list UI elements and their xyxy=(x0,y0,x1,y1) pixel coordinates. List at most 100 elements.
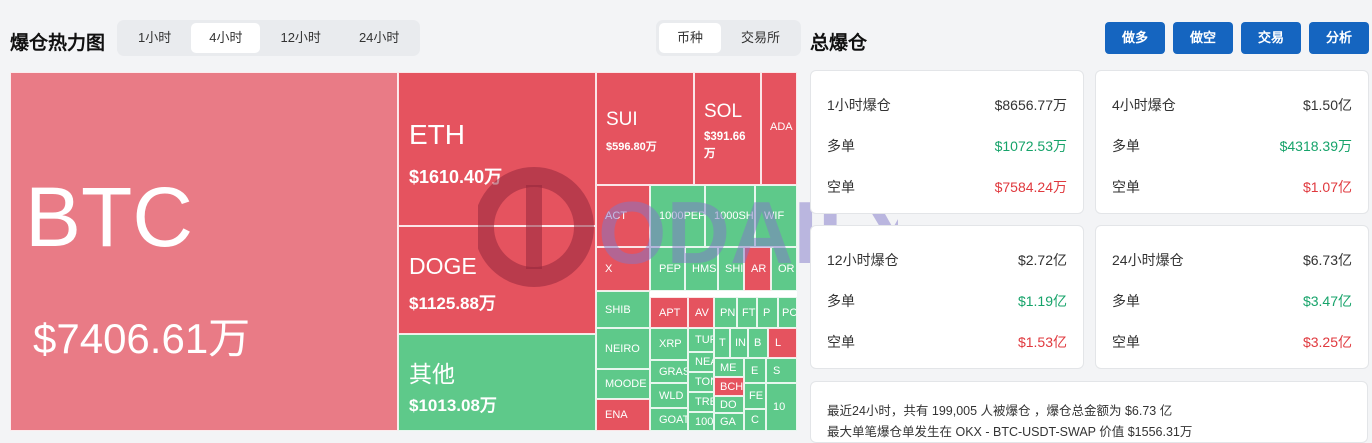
tile-pc[interactable]: PC xyxy=(778,297,797,328)
tile-me[interactable]: ME xyxy=(714,358,744,377)
tile-b[interactable]: B xyxy=(748,328,768,358)
long-value: $3.47亿 xyxy=(1302,293,1352,309)
tile-ft[interactable]: FT xyxy=(737,297,757,328)
tile-name: E xyxy=(751,364,759,377)
card-24h: 24小时爆仓 $6.73亿 多单 $3.47亿 空单 $3.25亿 xyxy=(1095,225,1369,369)
total-liquidation-title: 总爆仓 xyxy=(810,33,868,54)
tile-sui[interactable]: SUI $596.80万 xyxy=(596,72,694,185)
tile-value: $1013.08万 xyxy=(409,396,497,415)
tab-exchange[interactable]: 交易所 xyxy=(741,30,781,45)
tile-100[interactable]: 100 xyxy=(688,412,714,431)
tile-btc[interactable]: BTC $7406.61万 xyxy=(10,72,398,431)
tile-name: 100 xyxy=(695,415,714,428)
tile-name: GOAT xyxy=(659,413,688,426)
tile-fe[interactable]: FE xyxy=(744,383,766,409)
tile-tre[interactable]: TRE xyxy=(688,392,714,412)
tile-av[interactable]: AV xyxy=(688,297,714,328)
tab-1h[interactable]: 1小时 xyxy=(138,30,172,45)
tile-hms[interactable]: HMS xyxy=(685,247,718,291)
tile-name: GA xyxy=(720,416,736,428)
tile-act[interactable]: ACT xyxy=(596,185,650,247)
tile-xrp[interactable]: XRP xyxy=(650,328,688,360)
trade-button[interactable]: 交易 xyxy=(1241,22,1301,54)
tile-nea[interactable]: NEA xyxy=(688,352,714,372)
tile-sol[interactable]: SOL $391.66万 xyxy=(694,72,761,185)
card-total: $6.73亿 xyxy=(1302,252,1352,268)
tile-l[interactable]: L xyxy=(768,328,797,358)
tile-name: GRAS xyxy=(659,365,688,378)
tile-s[interactable]: S xyxy=(766,358,797,383)
tile-wif[interactable]: WIF xyxy=(755,185,797,247)
tile-shi[interactable]: SHI xyxy=(718,247,744,291)
tile-neiro[interactable]: NEIRO xyxy=(596,328,650,369)
tile-name: SHIB xyxy=(605,303,631,316)
tile-value: $1610.40万 xyxy=(409,167,503,187)
tile-in[interactable]: IN xyxy=(730,328,748,358)
tile-name: T xyxy=(719,337,726,349)
tile-name: HMS xyxy=(692,263,717,275)
analysis-button[interactable]: 分析 xyxy=(1309,22,1369,54)
long-label: 多单 xyxy=(1112,293,1140,309)
tile-e[interactable]: E xyxy=(744,358,766,383)
card-1h: 1小时爆仓 $8656.77万 多单 $1072.53万 空单 $7584.24万 xyxy=(810,70,1084,214)
tile-ena[interactable]: ENA xyxy=(596,399,650,431)
tile-shib[interactable]: SHIB xyxy=(596,291,650,328)
tab-12h[interactable]: 12小时 xyxy=(280,30,321,45)
tab-4h[interactable]: 4小时 xyxy=(191,23,261,53)
tile-name: ACT xyxy=(605,210,627,222)
tile-value: $391.66万 xyxy=(704,131,746,160)
tile-wld[interactable]: WLD xyxy=(650,383,688,408)
tile-goat[interactable]: GOAT xyxy=(650,408,688,431)
tile-1000pepe[interactable]: 1000PEPE xyxy=(650,185,705,247)
tile-other[interactable]: 其他 $1013.08万 xyxy=(398,334,596,431)
tile-pep[interactable]: PEP xyxy=(650,247,685,291)
tile-name: APT xyxy=(659,306,681,319)
tile-name: L xyxy=(775,337,782,349)
tile-moode[interactable]: MOODE xyxy=(596,369,650,399)
tile-name: PEP xyxy=(659,263,682,275)
tile-name: ETH xyxy=(409,119,465,150)
tab-24h[interactable]: 24小时 xyxy=(358,30,400,45)
long-value: $4318.39万 xyxy=(1279,138,1352,154)
tile-name: WLD xyxy=(659,389,684,402)
tile-apt[interactable]: APT xyxy=(650,297,688,328)
tile-name: ADA xyxy=(770,121,793,133)
tile-tur[interactable]: TUR xyxy=(688,328,714,352)
tile-name: WIF xyxy=(764,210,785,222)
short-label: 空单 xyxy=(1112,334,1140,350)
tile-ga[interactable]: GA xyxy=(714,413,744,431)
short-button[interactable]: 做空 xyxy=(1173,22,1233,54)
tile-bch[interactable]: BCH xyxy=(714,377,744,396)
tile-1000shib[interactable]: 1000SHIB xyxy=(705,185,755,247)
tile-name: S xyxy=(773,364,781,377)
tile-c[interactable]: C xyxy=(744,409,766,431)
card-label: 4小时爆仓 xyxy=(1112,97,1176,113)
card-total: $1.50亿 xyxy=(1302,97,1352,113)
tile-name: DOGE xyxy=(409,253,477,279)
short-value: $1.53亿 xyxy=(1017,334,1067,350)
tile-name: XRP xyxy=(659,338,682,350)
tile-or[interactable]: OR xyxy=(771,247,797,291)
tile-name: 10 xyxy=(773,401,786,413)
tile-eth[interactable]: ETH $1610.40万 xyxy=(398,72,596,226)
tile-ar[interactable]: AR xyxy=(744,247,771,291)
tile-do[interactable]: DO xyxy=(714,396,744,413)
tile-x[interactable]: X xyxy=(596,247,650,291)
tile-t[interactable]: T xyxy=(714,328,730,358)
tile-pn[interactable]: PN xyxy=(714,297,737,328)
tile-ada[interactable]: ADA xyxy=(761,72,797,185)
tile-ton[interactable]: TON xyxy=(688,372,714,392)
tab-coin[interactable]: 币种 xyxy=(659,23,722,53)
tile-name: NEA xyxy=(695,356,713,368)
tile-name: PC xyxy=(782,306,797,319)
tile-gras[interactable]: GRAS xyxy=(650,360,688,383)
tile-p[interactable]: P xyxy=(757,297,778,328)
view-tabs: 币种 交易所 xyxy=(656,20,802,56)
tile-name: DO xyxy=(720,398,737,411)
tile-value: $1125.88万 xyxy=(409,294,496,313)
long-button[interactable]: 做多 xyxy=(1105,22,1165,54)
tile-10[interactable]: 10 xyxy=(766,383,797,431)
tile-doge[interactable]: DOGE $1125.88万 xyxy=(398,226,596,334)
short-label: 空单 xyxy=(827,334,855,350)
